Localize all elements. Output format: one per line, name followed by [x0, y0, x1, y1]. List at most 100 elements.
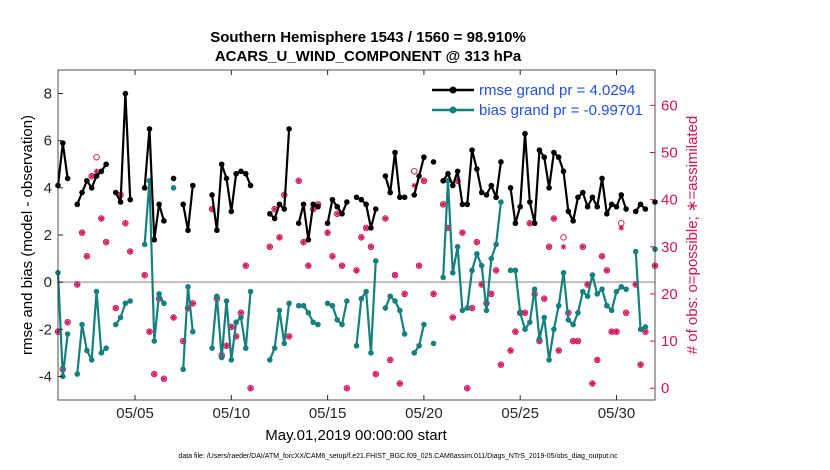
bias-point	[141, 241, 148, 248]
obs-assimilated-point	[551, 215, 557, 222]
obs-assimilated-point	[74, 281, 81, 288]
bias-point	[228, 357, 235, 363]
rmse-point	[608, 201, 615, 208]
rmse-point	[421, 154, 427, 161]
rmse-point	[358, 196, 365, 203]
rmse-point	[368, 225, 374, 231]
bias-point	[127, 298, 134, 304]
rmse-point	[60, 140, 66, 146]
obs-assimilated-point	[560, 243, 567, 250]
bias-point	[589, 272, 596, 278]
bias-point	[594, 291, 601, 297]
rmse-point	[146, 126, 153, 132]
rmse-point	[64, 175, 71, 182]
bias-point	[93, 288, 100, 295]
rmse-point	[498, 159, 504, 165]
obs-assimilated-point	[170, 314, 177, 321]
rmse-point	[353, 194, 360, 201]
rmse-point	[387, 189, 394, 196]
bias-point	[372, 258, 379, 264]
rmse-point	[522, 130, 528, 137]
obs-assimilated-point	[79, 229, 85, 236]
bias-point	[334, 317, 341, 323]
bias-point	[271, 345, 278, 351]
axis-ticks-layer: 05/05 05/10 05/15 05/20 05/25 05/30 -4 -2 0 2 4 6 8 0…	[39, 70, 678, 422]
rmse-point	[618, 192, 625, 198]
obs-assimilated-point	[512, 328, 519, 335]
rmse-point	[459, 201, 466, 208]
bias-point	[392, 298, 398, 304]
obs-assimilated-point	[421, 177, 427, 184]
obs-assimilated-point	[353, 267, 360, 274]
obs-assimilated-point	[449, 314, 456, 321]
bias-point	[238, 314, 244, 321]
rmse-point	[430, 159, 437, 165]
legend-rmse-marker	[449, 86, 457, 94]
rmse-point	[560, 168, 567, 175]
bias-point	[469, 267, 475, 274]
legend-bias-marker	[449, 106, 457, 114]
rmse-point	[271, 215, 278, 222]
rmse-point	[305, 236, 312, 243]
obs-possible-point	[93, 153, 100, 161]
rmse-point	[281, 206, 288, 212]
bias-point	[161, 300, 167, 307]
rmse-point	[93, 173, 100, 179]
bias-point	[276, 307, 283, 314]
rmse-point	[642, 206, 649, 212]
bias-point	[84, 347, 90, 354]
bias-point	[151, 338, 158, 344]
y-right-tick-label: 30	[661, 239, 678, 256]
bias-point	[339, 321, 345, 328]
rmse-series-layer	[55, 90, 658, 243]
bias-point	[512, 267, 519, 274]
bias-point	[454, 243, 461, 250]
obs-assimilated-point	[112, 305, 119, 311]
obs-assimilated-point	[392, 272, 398, 278]
bias-point	[613, 288, 620, 295]
rmse-point	[247, 182, 254, 189]
rmse-point	[310, 201, 316, 208]
bias-point	[170, 185, 177, 191]
obs-assimilated-point	[84, 253, 90, 260]
obs-assimilated-point	[339, 262, 345, 269]
bias-point	[315, 321, 321, 328]
obs-assimilated-point	[401, 291, 408, 297]
obs-assimilated-point	[363, 225, 369, 231]
bias-point	[180, 366, 186, 373]
bias-point	[387, 293, 394, 300]
obs-assimilated-point	[555, 347, 562, 354]
obs-assimilated-point	[329, 253, 336, 260]
rmse-point	[242, 170, 249, 177]
obs-assimilated-point	[238, 309, 244, 316]
obs-assimilated-point	[507, 347, 514, 354]
rmse-point	[416, 173, 422, 179]
bias-point	[112, 321, 119, 328]
bias-point	[190, 328, 196, 335]
obs-assimilated-point	[604, 267, 610, 274]
y-left-tick-label: 4	[44, 180, 52, 197]
rmse-point	[474, 166, 480, 172]
rmse-point	[88, 185, 95, 191]
obs-assimilated-point	[599, 253, 605, 260]
rmse-point	[382, 173, 389, 179]
obs-assimilated-point	[223, 342, 230, 349]
bias-point	[546, 357, 552, 363]
rmse-point	[575, 194, 581, 201]
rmse-point	[228, 208, 235, 215]
rmse-point	[276, 201, 283, 208]
rmse-point	[170, 175, 177, 182]
bias-point	[64, 331, 71, 337]
obs-assimilated-point	[416, 262, 422, 269]
bias-point	[488, 255, 495, 262]
rmse-point	[392, 149, 398, 156]
bias-point	[397, 307, 403, 314]
rmse-point	[565, 208, 572, 215]
obs-assimilated-point	[141, 272, 148, 278]
obs-possible-point	[560, 234, 567, 241]
bias-point	[368, 350, 374, 356]
bias-point	[214, 293, 220, 300]
y-left-tick-label: -2	[39, 321, 52, 338]
obs-assimilated-point	[161, 375, 167, 382]
obs-assimilated-point	[103, 239, 109, 245]
